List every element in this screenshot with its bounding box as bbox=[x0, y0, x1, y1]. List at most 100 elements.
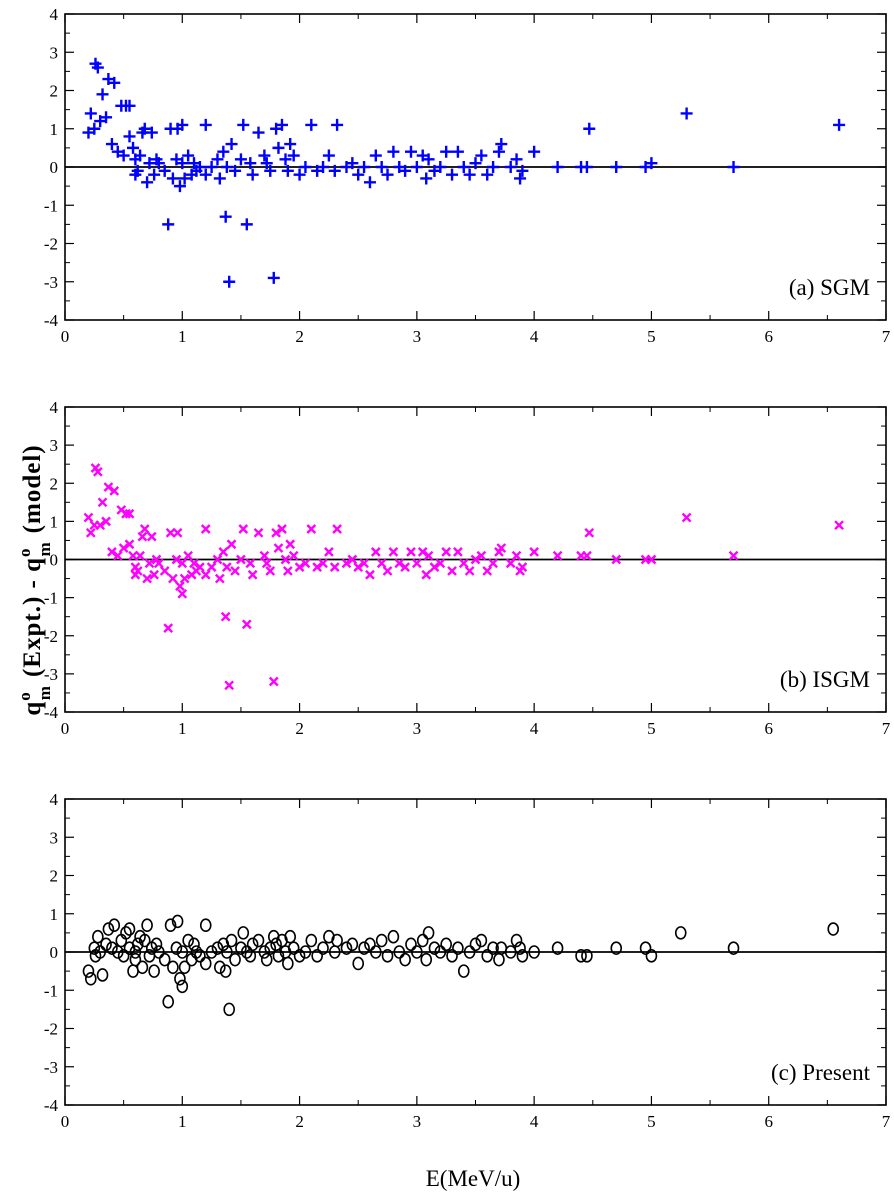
data-point bbox=[827, 922, 840, 936]
data-point bbox=[517, 562, 528, 572]
data-point bbox=[488, 558, 498, 569]
data-point bbox=[225, 138, 238, 151]
data-point bbox=[100, 111, 113, 124]
data-point bbox=[129, 952, 142, 967]
data-point bbox=[200, 524, 211, 534]
data-point bbox=[178, 172, 191, 185]
data-point bbox=[421, 569, 432, 580]
data-point bbox=[516, 164, 529, 177]
y-tick-label: 2 bbox=[50, 474, 59, 493]
data-point bbox=[405, 937, 417, 952]
data-point bbox=[428, 941, 441, 955]
data-point bbox=[404, 145, 417, 158]
data-point bbox=[123, 130, 136, 143]
data-point bbox=[220, 611, 231, 622]
data-point bbox=[476, 550, 487, 561]
y-tick-label: 0 bbox=[50, 551, 59, 570]
data-point bbox=[441, 547, 452, 557]
data-point bbox=[728, 550, 739, 561]
data-point bbox=[833, 118, 846, 131]
y-tick-label: -1 bbox=[44, 196, 58, 215]
data-point bbox=[399, 952, 411, 967]
data-point bbox=[453, 547, 463, 557]
x-tick-label: 4 bbox=[530, 327, 539, 346]
data-point bbox=[170, 941, 183, 955]
data-point bbox=[176, 157, 189, 170]
data-point bbox=[88, 122, 101, 135]
y-tick-label: 3 bbox=[50, 436, 59, 455]
data-point bbox=[234, 153, 247, 166]
data-point bbox=[235, 941, 247, 955]
data-point bbox=[158, 952, 171, 967]
data-point bbox=[475, 149, 488, 162]
data-point bbox=[88, 941, 101, 955]
y-tick-label: -4 bbox=[44, 1096, 59, 1115]
data-point bbox=[103, 482, 114, 492]
data-point bbox=[176, 979, 189, 994]
x-tick-label: 0 bbox=[61, 327, 70, 346]
data-point bbox=[124, 539, 135, 550]
data-point bbox=[176, 945, 189, 959]
data-point bbox=[270, 937, 282, 952]
data-point bbox=[219, 964, 232, 978]
y-axis-label: qom(Expt.) - qom(model) bbox=[15, 444, 54, 715]
data-point bbox=[120, 926, 132, 940]
data-point bbox=[452, 941, 464, 955]
y-tick-label: -2 bbox=[44, 627, 58, 646]
data-point bbox=[370, 945, 382, 959]
data-point bbox=[399, 164, 412, 177]
x-tick-label: 1 bbox=[178, 327, 187, 346]
data-point bbox=[382, 566, 393, 576]
data-point bbox=[194, 949, 206, 963]
data-point bbox=[261, 558, 272, 569]
data-point bbox=[393, 945, 406, 959]
data-point bbox=[189, 558, 199, 569]
data-point bbox=[246, 937, 259, 952]
x-tick-label: 6 bbox=[764, 1112, 773, 1131]
data-point bbox=[260, 157, 273, 170]
data-point bbox=[85, 527, 96, 538]
data-point bbox=[212, 554, 223, 565]
data-point bbox=[271, 527, 281, 538]
data-point bbox=[284, 138, 297, 151]
data-point bbox=[237, 118, 250, 131]
data-point bbox=[149, 569, 159, 580]
data-point bbox=[645, 949, 658, 963]
data-point bbox=[148, 168, 161, 181]
data-point bbox=[529, 547, 539, 557]
data-point bbox=[551, 161, 564, 173]
data-point bbox=[305, 933, 318, 948]
data-point bbox=[245, 558, 256, 569]
data-point bbox=[364, 937, 376, 952]
x-tick-label: 2 bbox=[295, 327, 304, 346]
data-point bbox=[400, 562, 410, 572]
y-label-tail: (model) bbox=[19, 444, 46, 533]
data-point bbox=[118, 543, 129, 553]
data-point bbox=[496, 543, 507, 553]
data-point bbox=[229, 164, 242, 177]
data-point bbox=[611, 554, 622, 565]
data-point bbox=[510, 933, 523, 948]
data-point bbox=[182, 149, 195, 162]
data-point bbox=[446, 168, 459, 181]
data-point bbox=[92, 466, 103, 477]
data-point bbox=[406, 547, 416, 557]
data-point bbox=[294, 562, 305, 572]
data-point bbox=[252, 933, 265, 948]
data-point bbox=[293, 168, 306, 181]
data-point bbox=[128, 550, 138, 561]
data-point bbox=[221, 945, 233, 959]
data-point bbox=[329, 562, 340, 572]
data-point bbox=[353, 562, 364, 572]
data-point bbox=[346, 157, 359, 170]
x-tick-label: 3 bbox=[413, 327, 422, 346]
data-point bbox=[610, 161, 623, 173]
data-point bbox=[145, 126, 158, 139]
data-point bbox=[387, 929, 400, 944]
data-point bbox=[106, 941, 118, 955]
data-point bbox=[96, 968, 109, 982]
data-point bbox=[158, 164, 171, 177]
data-point bbox=[229, 952, 241, 967]
data-point bbox=[127, 141, 140, 154]
y-tick-label: 3 bbox=[50, 43, 59, 62]
